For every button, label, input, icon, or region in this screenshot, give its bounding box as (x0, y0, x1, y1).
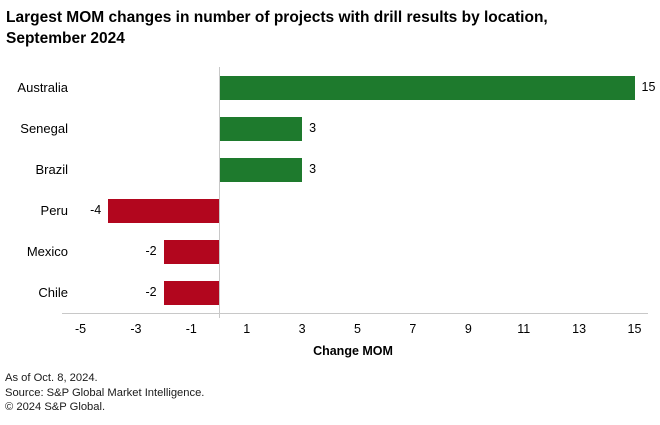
x-tick-1: 1 (243, 322, 251, 336)
x-tick--5: -5 (74, 322, 87, 336)
category-label-chile: Chile (38, 285, 68, 300)
x-tick--1: -1 (185, 322, 197, 336)
as-of-date: As of Oct. 8, 2024. (5, 372, 98, 384)
category-label-brazil: Brazil (35, 162, 68, 177)
bar-chile (163, 280, 219, 305)
x-tick-7: 7 (409, 322, 417, 336)
chart-title: Largest MOM changes in number of project… (6, 7, 651, 49)
value-label-brazil: 3 (309, 162, 317, 176)
x-tick-15: 15 (627, 322, 642, 336)
x-tick-3: 3 (298, 322, 306, 336)
source-note: As of Oct. 8, 2024. Source: S&P Global M… (5, 371, 204, 415)
x-tick-5: 5 (354, 322, 361, 336)
category-label-australia: Australia (17, 80, 68, 95)
x-tick-9: 9 (464, 322, 472, 336)
value-label-australia: 15 (641, 80, 656, 94)
x-tick-13: 13 (572, 322, 587, 336)
copyright-line: © 2024 S&P Global. (5, 401, 106, 413)
category-label-mexico: Mexico (26, 244, 68, 259)
category-label-senegal: Senegal (20, 121, 68, 136)
x-tick-11: 11 (517, 322, 531, 336)
bar-peru (108, 198, 219, 223)
value-label-chile: -2 (145, 285, 157, 299)
x-axis-title: Change MOM (313, 344, 393, 358)
zero-baseline (219, 67, 220, 318)
x-axis-line (62, 313, 648, 314)
chart-title-line1: Largest MOM changes in number of project… (6, 9, 548, 26)
source-line: Source: S&P Global Market Intelligence. (5, 386, 205, 399)
bar-senegal (219, 116, 303, 141)
value-label-mexico: -2 (145, 244, 157, 258)
bar-mexico (163, 239, 219, 264)
chart-title-line2: September 2024 (6, 30, 125, 47)
x-tick--3: -3 (130, 322, 142, 336)
bar-brazil (219, 157, 303, 182)
value-label-peru: -4 (90, 203, 102, 217)
category-label-peru: Peru (40, 203, 68, 218)
bar-australia (219, 75, 635, 100)
value-label-senegal: 3 (309, 121, 317, 135)
